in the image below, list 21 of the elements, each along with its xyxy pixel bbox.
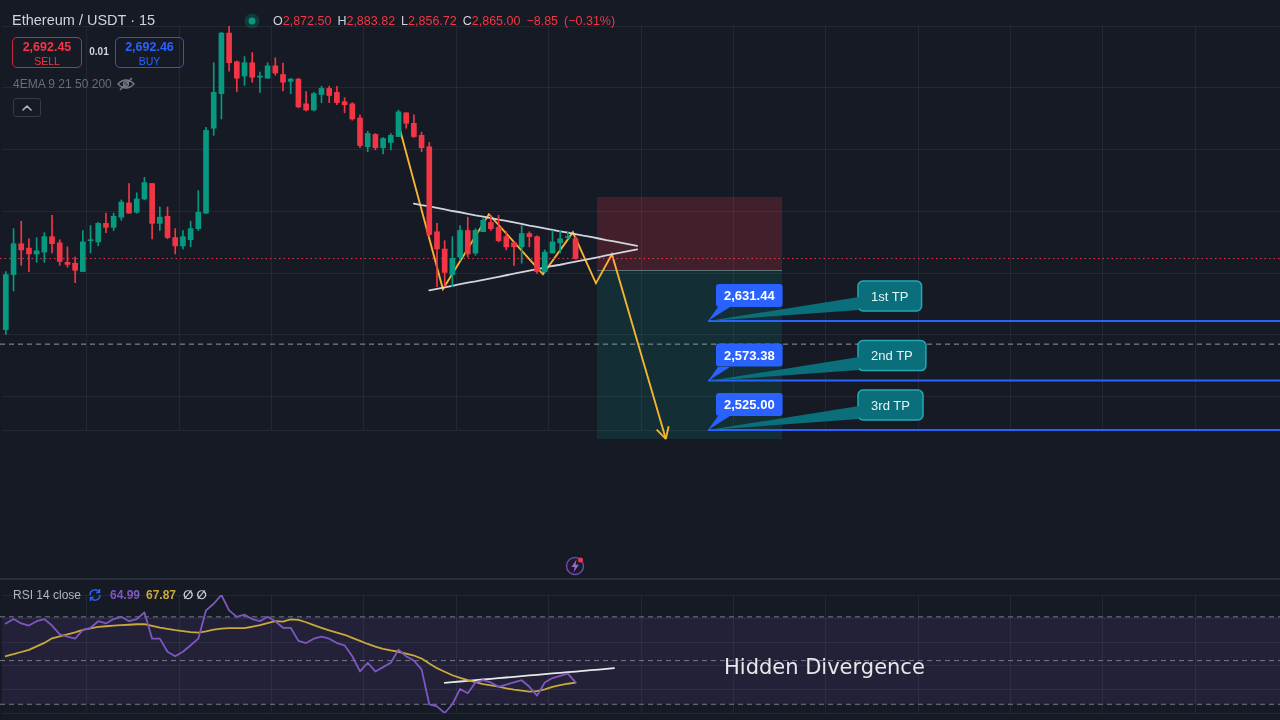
annotation: 2,631.44 (724, 288, 776, 304)
text: O2,872.50 H2,883.82 L2,856.72 C2,865.00 −8.85 (−0.31%) (273, 14, 616, 28)
annotation: ∅ ∅ (183, 588, 207, 602)
annotation: 1st TP (871, 288, 909, 304)
chart-title: Ethereum / USDT · 15 (12, 12, 156, 28)
text: 2,525.00 (724, 397, 775, 413)
annotation: 67.87 (146, 588, 177, 602)
chart-title: RSI 14 close (13, 588, 82, 602)
annotation: 2,692.46 (124, 40, 175, 54)
annotation: 4EMA 9 21 50 200 (13, 77, 112, 91)
annotation: SELL (33, 55, 61, 67)
sell-button: 2,692.45 SELL (12, 37, 82, 68)
annotation: 2,692.45 (21, 40, 73, 54)
annotation: 2nd TP (871, 348, 913, 364)
annotation: 3rd TP (871, 397, 910, 413)
buy-button: 2,692.46 BUY (115, 37, 184, 68)
annotation: 0.01 (88, 46, 110, 57)
annotation: BUY (137, 55, 162, 67)
annotation: 64.99 (110, 588, 141, 602)
text: 2,573.38 (724, 347, 775, 363)
annotation: Hidden Divergence (724, 655, 925, 679)
